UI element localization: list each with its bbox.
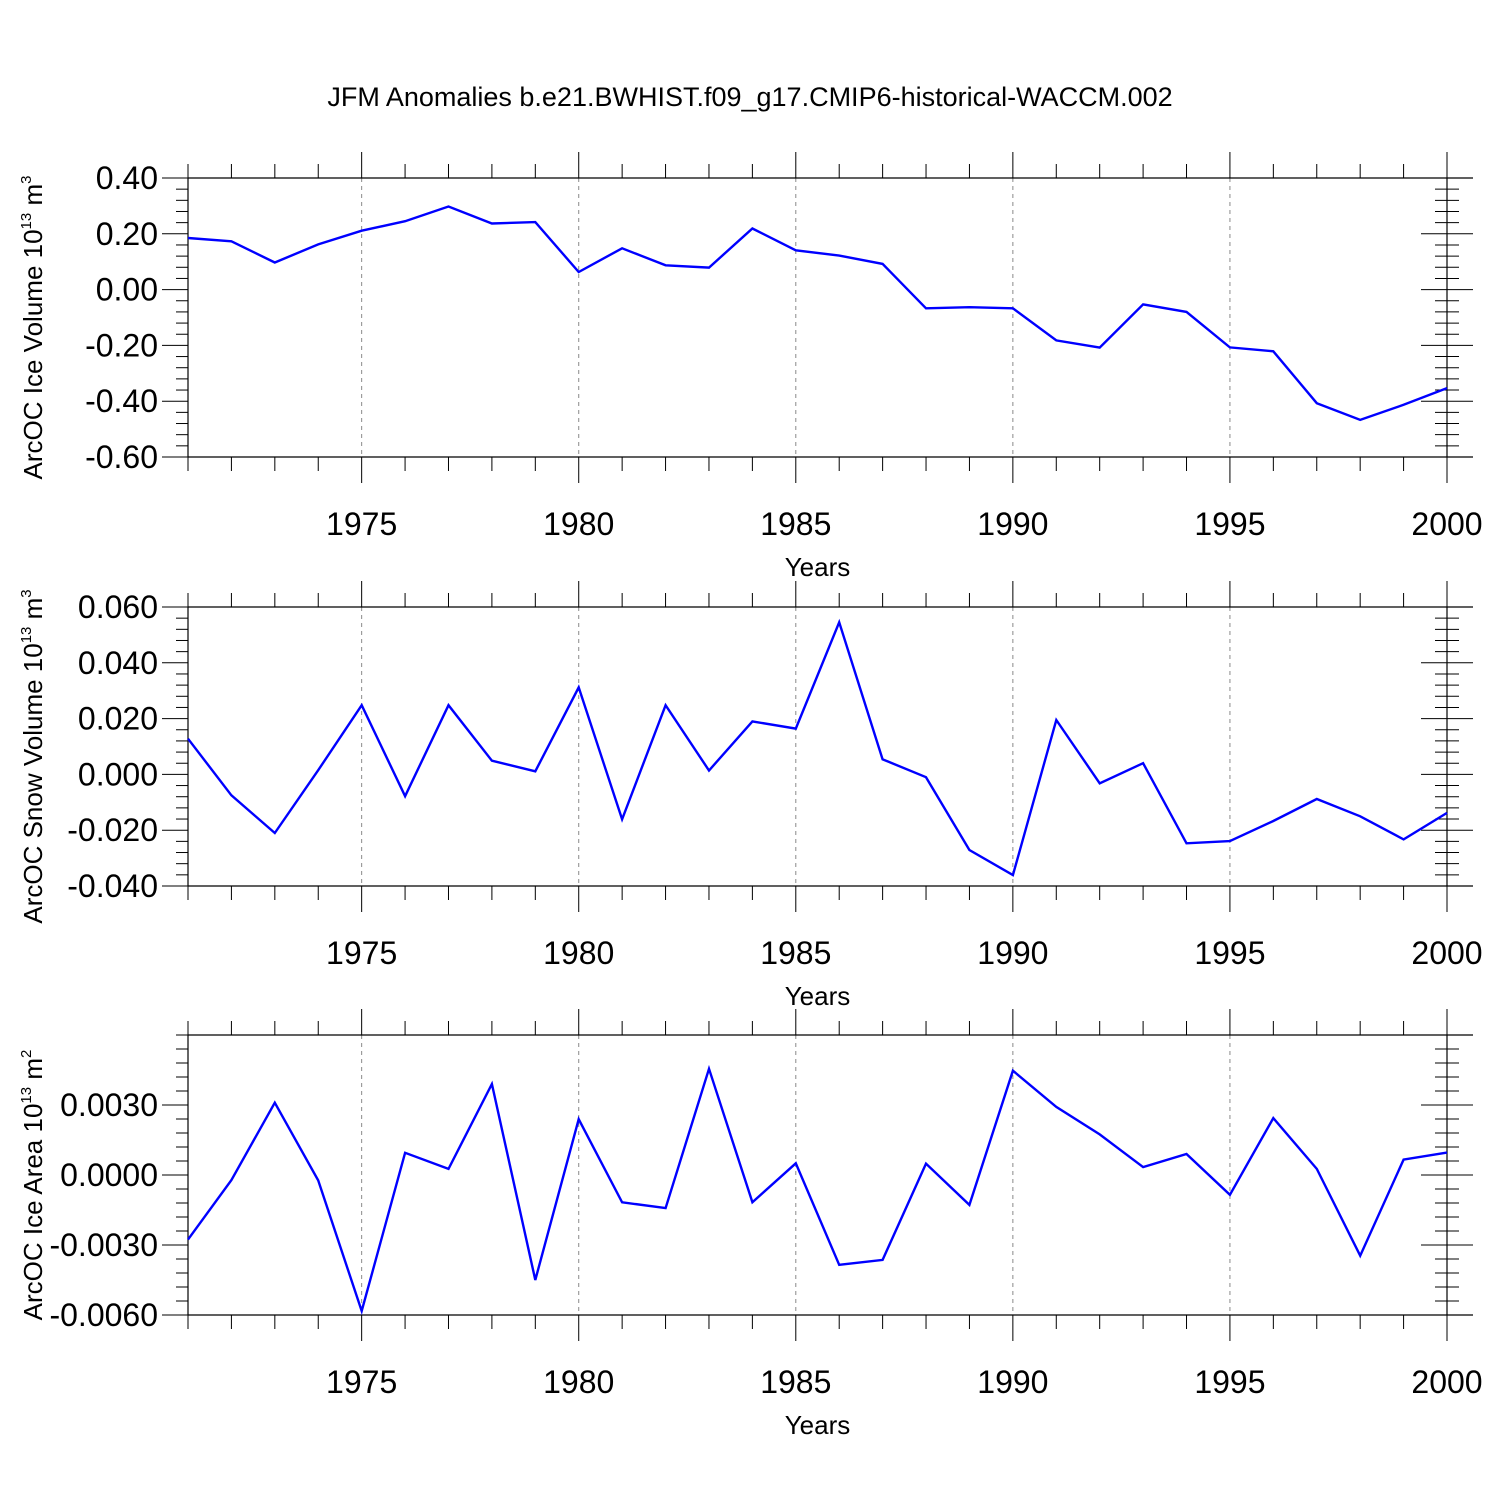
y-tick-label: -0.0030 xyxy=(49,1227,158,1263)
y-tick-label: -0.0060 xyxy=(49,1297,158,1333)
panel-2: -0.040 -0.020 0.000 0.020 0.040 0.060 1975 1980… xyxy=(18,581,1483,1011)
x-tick-label: 1995 xyxy=(1194,1364,1265,1400)
x-tick-label: 1995 xyxy=(1194,506,1265,542)
x-tick-label: 1980 xyxy=(543,1364,614,1400)
y-tick-label: -0.20 xyxy=(85,327,158,363)
x-axis-title: Years xyxy=(785,552,851,582)
x-tick-label: 2000 xyxy=(1411,935,1482,971)
y-tick-label: 0.020 xyxy=(78,701,158,737)
y-tick-label: 0.000 xyxy=(78,756,158,792)
panel-3: -0.0060 -0.0030 0.0000 0.0030 1975 1980 1985 19… xyxy=(18,1009,1483,1440)
x-tick-label: 1980 xyxy=(543,506,614,542)
y-tick-label: 0.0030 xyxy=(60,1087,158,1123)
y-tick-label: -0.020 xyxy=(67,812,158,848)
y-tick-label: 0.060 xyxy=(78,589,158,625)
x-tick-label: 1985 xyxy=(760,1364,831,1400)
x-tick-label: 1980 xyxy=(543,935,614,971)
figure-title: JFM Anomalies b.e21.BWHIST.f09_g17.CMIP6… xyxy=(327,82,1173,112)
y-tick-label: -0.040 xyxy=(67,868,158,904)
y-tick-label: 0.20 xyxy=(96,216,158,252)
series-line xyxy=(187,1064,1448,1316)
x-tick-label: 1985 xyxy=(760,935,831,971)
y-tick-label: 0.0000 xyxy=(60,1157,158,1193)
x-tick-label: 1990 xyxy=(977,935,1048,971)
x-tick-label: 1975 xyxy=(326,1364,397,1400)
y-tick-label: -0.60 xyxy=(85,439,158,475)
panel-1: -0.60 -0.40 -0.20 0.00 0.20 0.40 1975 1980 1985 1… xyxy=(18,152,1483,582)
y-axis-title: ArcOC Ice Area 1013 m2 xyxy=(18,1050,48,1321)
x-tick-label: 1975 xyxy=(326,506,397,542)
x-tick-label: 2000 xyxy=(1411,1364,1482,1400)
y-tick-label: 0.040 xyxy=(78,645,158,681)
x-tick-label: 2000 xyxy=(1411,506,1482,542)
x-axis-title: Years xyxy=(785,1410,851,1440)
y-tick-label: 0.00 xyxy=(96,272,158,308)
y-axis-title: ArcOC Snow Volume 1013 m3 xyxy=(18,589,48,923)
x-tick-label: 1975 xyxy=(326,935,397,971)
y-axis-title: ArcOC Ice Volume 1013 m3 xyxy=(18,176,48,480)
x-tick-label: 1995 xyxy=(1194,935,1265,971)
x-tick-label: 1990 xyxy=(977,506,1048,542)
x-tick-label: 1985 xyxy=(760,506,831,542)
series-line xyxy=(187,205,1448,422)
series-line xyxy=(187,618,1448,877)
y-tick-label: -0.40 xyxy=(85,383,158,419)
x-axis-title: Years xyxy=(785,981,851,1011)
x-tick-label: 1990 xyxy=(977,1364,1048,1400)
y-tick-label: 0.40 xyxy=(96,160,158,196)
